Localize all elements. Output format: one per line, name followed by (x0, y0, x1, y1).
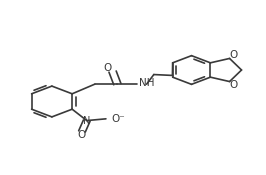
Text: O: O (78, 130, 86, 140)
Text: O: O (229, 50, 237, 60)
Text: NH: NH (139, 78, 155, 88)
Text: O⁻: O⁻ (112, 114, 126, 124)
Text: O: O (104, 63, 112, 73)
Text: N: N (83, 116, 90, 126)
Text: O: O (229, 80, 237, 90)
